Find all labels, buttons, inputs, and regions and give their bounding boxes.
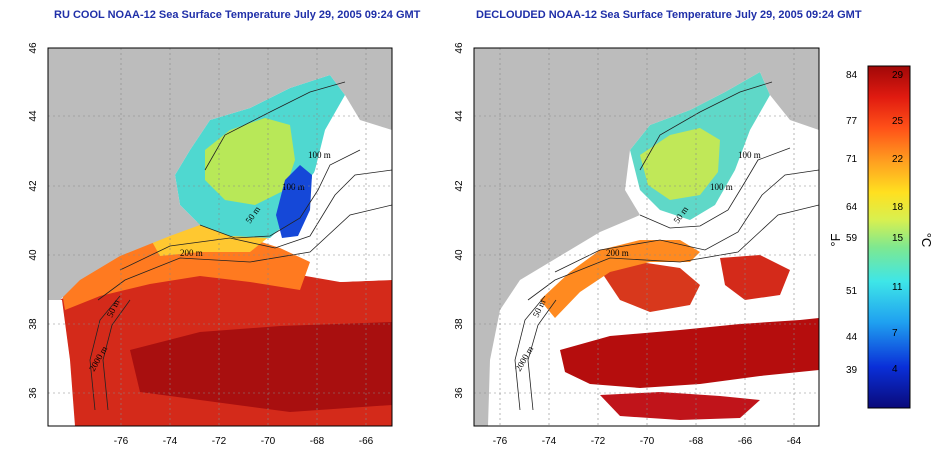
left-map-frame: [47, 47, 393, 427]
right-green-core: [640, 128, 720, 200]
left-bathymetry-contours: [89, 81, 392, 411]
right-warm-patch: [600, 262, 700, 312]
colorbar-f-tick: 84: [846, 70, 858, 81]
left-lat-tick: 40: [28, 249, 39, 261]
colorbar-f-tick: 64: [846, 202, 858, 213]
left-hot-core: [130, 322, 392, 412]
colorbar-f-tick: 51: [846, 286, 858, 297]
left-lon-tick: -74: [163, 436, 178, 447]
right-hot-patch: [560, 318, 819, 388]
right-lon-tick: -70: [640, 436, 655, 447]
colorbar-c-tick: 22: [892, 154, 904, 165]
left-lon-tick: -70: [261, 436, 276, 447]
right-lon-tick: -76: [493, 436, 508, 447]
left-gridlines: [48, 48, 392, 426]
right-lat-tick: 46: [454, 42, 465, 54]
left-lat-axis: 46 44 42 40 38 36: [28, 42, 39, 399]
colorbar-f-tick: 71: [846, 154, 858, 165]
colorbar-unit-fahrenheit: °F: [828, 233, 843, 246]
colorbar-gradient: [867, 65, 911, 409]
colorbar-c-tick: 18: [892, 202, 904, 213]
left-lat-tick: 38: [28, 318, 39, 330]
left-lon-axis: -76 -74 -72 -70 -68 -66: [114, 436, 374, 447]
right-gridlines: [474, 48, 819, 426]
colorbar-f-tick: 39: [846, 365, 858, 376]
left-lat-tick: 42: [28, 180, 39, 192]
left-contour-label-100m-b: 100 m: [282, 182, 305, 192]
right-orange-shelf: [540, 240, 700, 318]
right-lon-tick: -68: [689, 436, 704, 447]
left-contour-label-100m-a: 100 m: [308, 150, 331, 160]
left-map-title: RU COOL NOAA-12 Sea Surface Temperature …: [54, 9, 421, 21]
right-warm-east: [720, 255, 790, 300]
colorbar-c-tick: 11: [892, 282, 903, 293]
left-map: 100 m 100 m 50 m 200 m 50 m 2000 m: [48, 48, 392, 426]
left-lat-tick: 46: [28, 42, 39, 54]
right-lon-axis: -76 -74 -72 -70 -68 -66 -64: [493, 436, 802, 447]
right-lat-tick: 44: [454, 110, 465, 122]
colorbar-c-tick: 4: [892, 364, 898, 375]
left-clouds-west: [48, 300, 75, 426]
colorbar-f-tick: 59: [846, 233, 858, 244]
left-lon-tick: -66: [359, 436, 374, 447]
right-lat-tick: 38: [454, 318, 465, 330]
right-contour-label-200m: 200 m: [606, 248, 629, 258]
left-land: [48, 48, 392, 426]
right-contour-label-100m-b: 100 m: [710, 182, 733, 192]
left-lon-tick: -76: [114, 436, 129, 447]
right-lon-tick: -72: [591, 436, 606, 447]
left-blue-plume: [276, 165, 312, 238]
left-contour-label-200m: 200 m: [180, 248, 203, 258]
right-map-frame: [473, 47, 820, 427]
colorbar: 84 77 71 64 59 51 44 39 29 25 22 18 15 1…: [828, 65, 934, 409]
right-lat-tick: 40: [454, 249, 465, 261]
right-map: 100 m 100 m 50 m 200 m 50 m 2000 m: [474, 48, 819, 426]
left-clouds-east: [312, 150, 392, 282]
colorbar-c-tick: 15: [892, 233, 904, 244]
left-green-core: [205, 118, 295, 205]
right-lon-tick: -66: [738, 436, 753, 447]
colorbar-unit-celsius: °C: [919, 233, 934, 248]
colorbar-c-tick: 7: [892, 328, 898, 339]
colorbar-f-tick: 77: [846, 116, 858, 127]
colorbar-c-tick: 29: [892, 70, 904, 81]
right-bathymetry-contours: [514, 81, 819, 411]
right-land: [474, 48, 819, 426]
right-lat-axis: 46 44 42 40 38 36: [454, 42, 465, 399]
colorbar-f-tick: 44: [846, 332, 858, 343]
right-lat-tick: 42: [454, 180, 465, 192]
right-lat-tick: 36: [454, 387, 465, 399]
left-lon-tick: -68: [310, 436, 325, 447]
right-hot-patch-south: [600, 392, 760, 420]
left-lat-tick: 36: [28, 387, 39, 399]
right-map-title: DECLOUDED NOAA-12 Sea Surface Temperatur…: [476, 9, 862, 21]
left-lon-tick: -72: [212, 436, 227, 447]
right-lon-tick: -74: [542, 436, 557, 447]
right-lon-tick: -64: [787, 436, 802, 447]
colorbar-c-tick: 25: [892, 116, 904, 127]
right-contour-label-100m-a: 100 m: [738, 150, 761, 160]
left-lat-tick: 44: [28, 110, 39, 122]
